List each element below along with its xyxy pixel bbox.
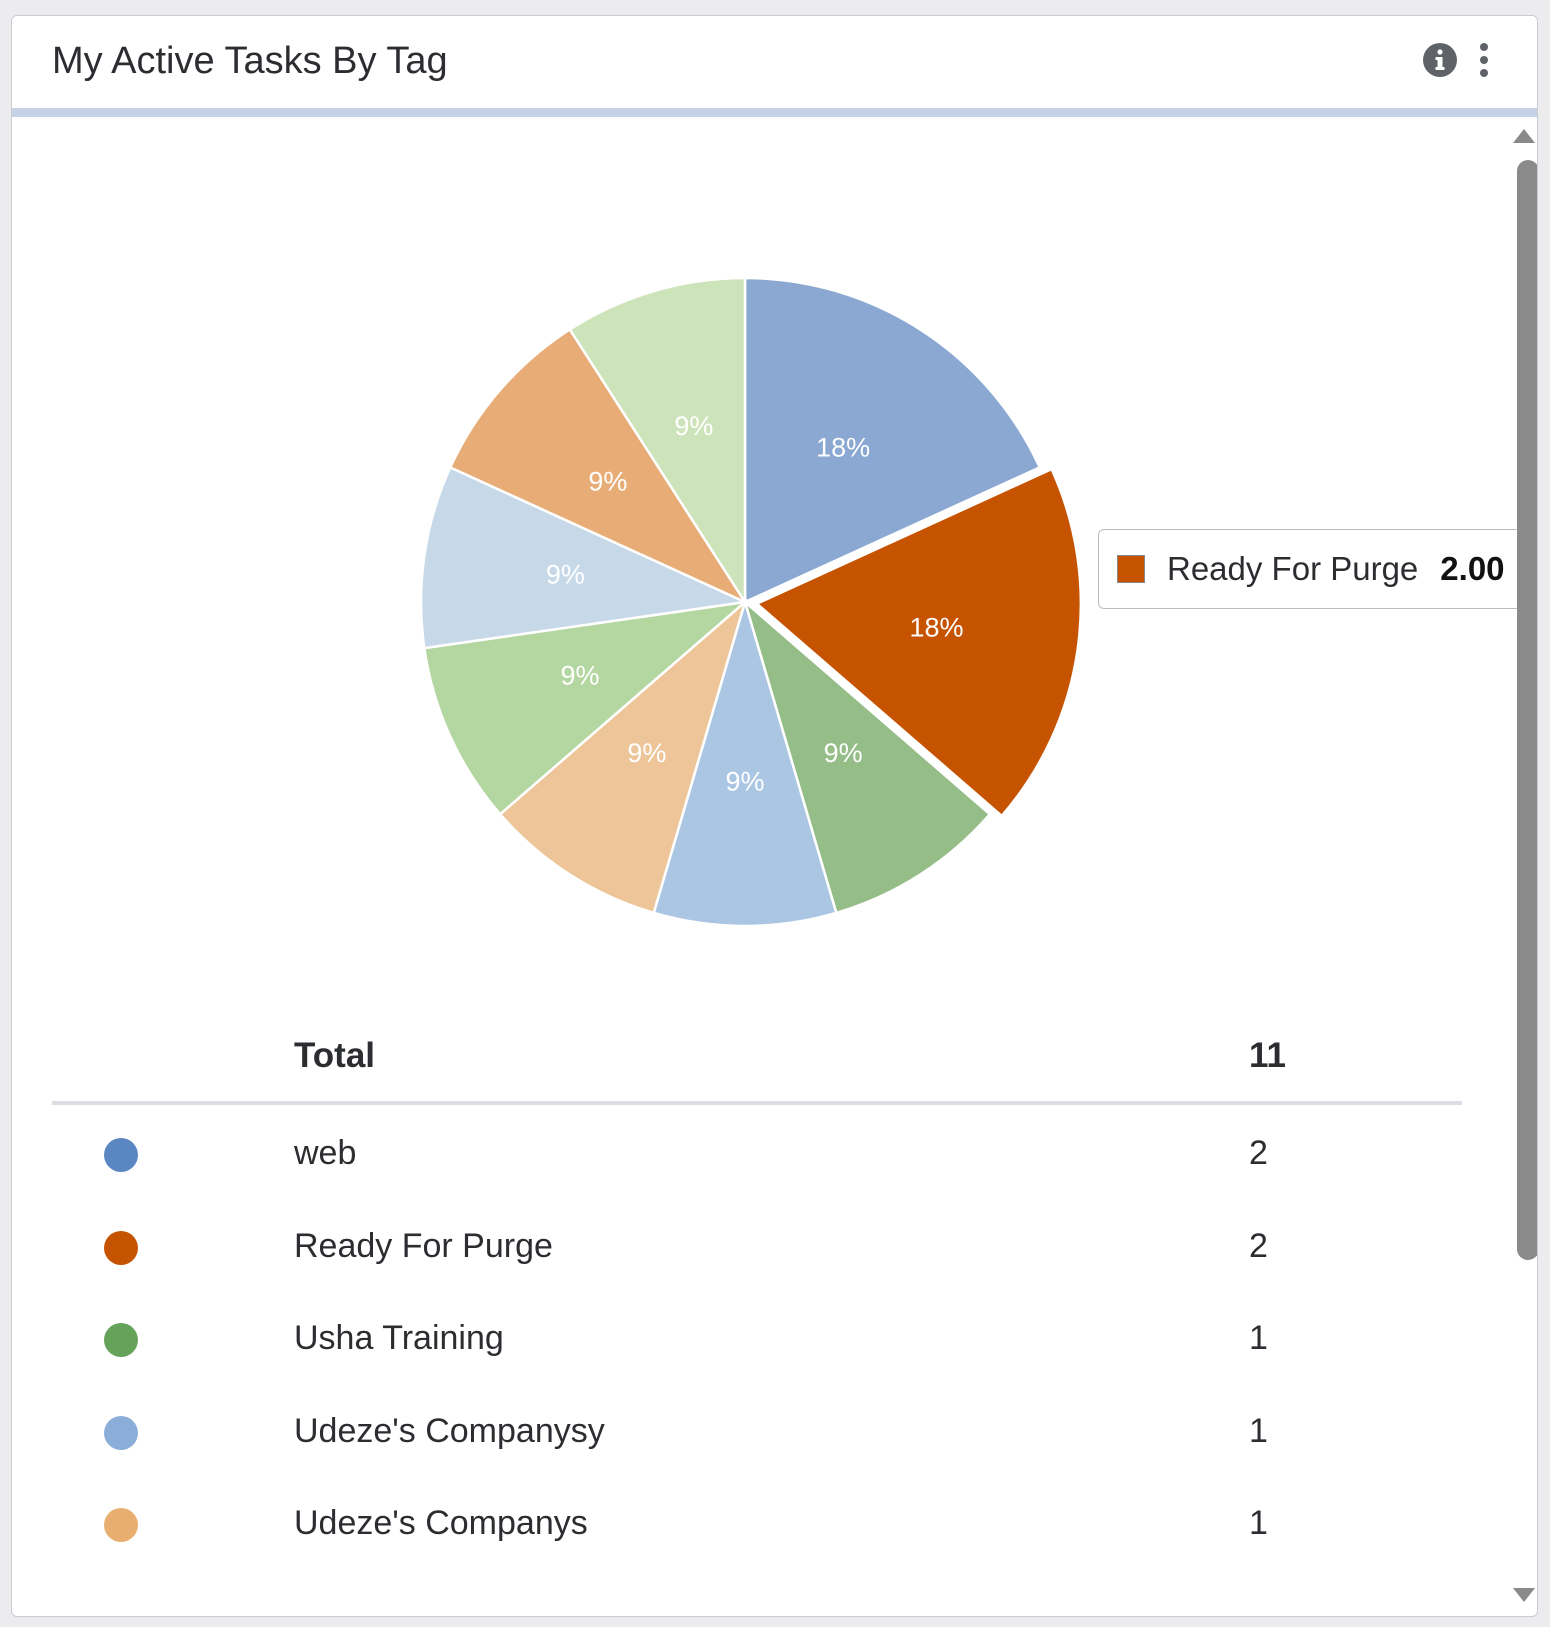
legend-dot <box>104 1138 138 1172</box>
pie-slice[interactable] <box>742 598 992 915</box>
table-row[interactable]: Usha Training 1 <box>52 1290 1462 1383</box>
legend-dot <box>104 1508 138 1542</box>
pie-slice[interactable] <box>422 600 750 816</box>
row-label: Udeze's Companys <box>294 1504 588 1542</box>
row-value: 2 <box>1249 1134 1268 1172</box>
slice-percent-label: 9% <box>627 738 666 768</box>
pie-slice[interactable] <box>498 598 748 915</box>
row-label: Usha Training <box>294 1319 504 1357</box>
legend-dot <box>104 1230 138 1265</box>
row-label: Udeze's Companysy <box>294 1411 605 1450</box>
table-row[interactable]: Udeze's Companys 1 <box>52 1475 1462 1568</box>
slice-percent-label: 9% <box>725 767 764 797</box>
total-label: Total <box>294 1036 376 1075</box>
widget-header: My Active Tasks By Tag <box>12 16 1537 117</box>
legend-dot <box>104 1415 138 1450</box>
table-row[interactable]: Udeze's Companysy 1 <box>52 1383 1462 1476</box>
legend-table: Total 11 web 2 Ready For Purge 2 Usha Traini… <box>52 1016 1462 1568</box>
row-label: web <box>294 1134 357 1172</box>
slice-percent-label: 9% <box>546 559 585 589</box>
slice-percent-label: 9% <box>674 411 713 441</box>
pie-slice[interactable] <box>448 327 749 605</box>
scroll-down-arrow-icon[interactable] <box>1512 1587 1536 1608</box>
slice-percent-label: 18% <box>909 613 963 643</box>
widget-title: My Active Tasks By Tag <box>52 40 448 82</box>
pie-slice[interactable] <box>568 276 747 607</box>
legend-rows: web 2 Ready For Purge 2 Usha Training 1 Udeze'… <box>52 1105 1462 1568</box>
pie-chart-svg: 18% 18% 9% 9% 9% 9% 9% 9% 9% <box>419 276 1083 928</box>
tooltip-label: Ready For Purge <box>1167 550 1419 587</box>
widget-card: My Active Tasks By Tag 18% 18% 9% 9% 9% 9% 9% 9… <box>11 15 1538 1617</box>
row-label: Ready For Purge <box>294 1226 553 1265</box>
chart-tooltip: Ready For Purge 2.00 <box>1098 529 1528 609</box>
pie-slice[interactable] <box>743 276 1042 604</box>
table-row[interactable]: Ready For Purge 2 <box>52 1198 1462 1291</box>
slice-percent-label: 18% <box>816 432 870 462</box>
total-value: 11 <box>1249 1036 1286 1075</box>
scroll-up-arrow-icon[interactable] <box>1512 128 1536 149</box>
row-value: 1 <box>1249 1504 1268 1542</box>
row-value: 1 <box>1249 1411 1268 1450</box>
row-value: 1 <box>1249 1319 1268 1357</box>
scrollbar-thumb[interactable] <box>1517 160 1537 1260</box>
pie-slice[interactable] <box>652 597 838 928</box>
pie-chart: 18% 18% 9% 9% 9% 9% 9% 9% 9% <box>12 117 1502 997</box>
row-value: 2 <box>1249 1226 1268 1265</box>
pie-slice[interactable] <box>419 465 750 650</box>
slice-percent-label: 9% <box>588 466 627 496</box>
pie-slice[interactable] <box>754 467 1083 818</box>
tooltip-swatch <box>1117 555 1145 583</box>
tooltip-value: 2.00 <box>1440 550 1505 587</box>
slice-percent-label: 9% <box>560 660 599 690</box>
info-icon[interactable] <box>1422 42 1458 83</box>
total-row: Total 11 <box>52 1016 1462 1105</box>
more-vertical-icon[interactable] <box>1474 42 1494 83</box>
slice-percent-label: 9% <box>824 738 863 768</box>
table-row[interactable]: web 2 <box>52 1105 1462 1198</box>
legend-dot <box>104 1323 138 1357</box>
